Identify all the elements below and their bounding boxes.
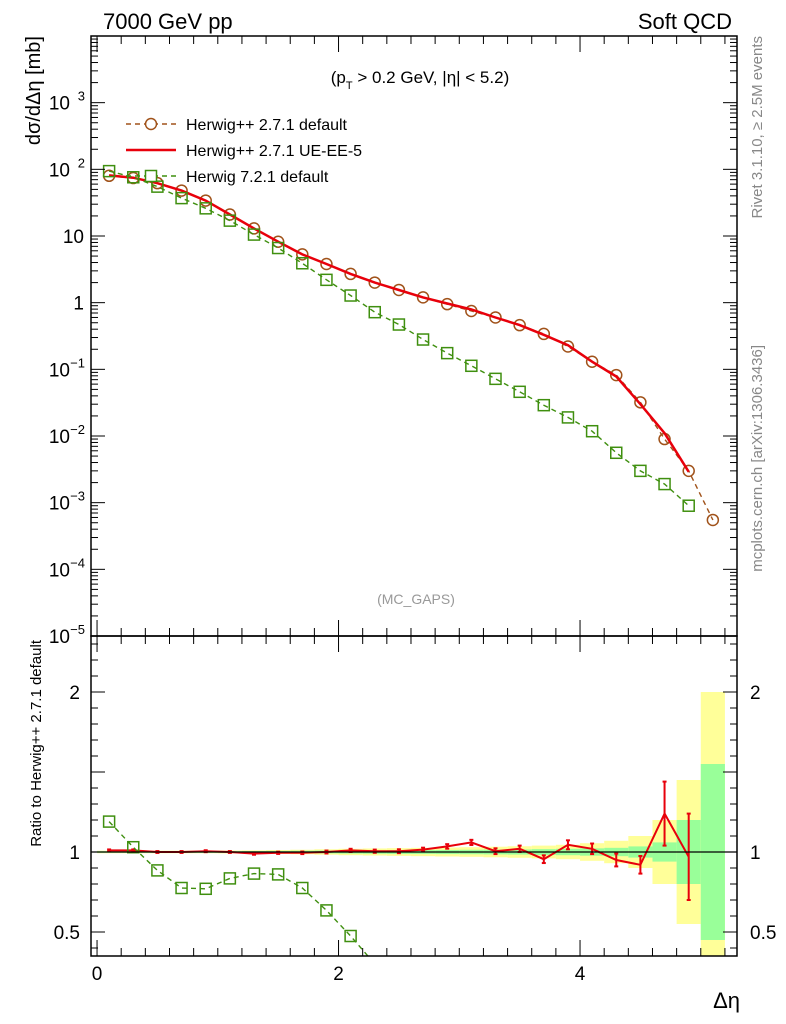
y-tick-label: 10 3 [49, 89, 85, 115]
ratio-data-point-square [223, 872, 237, 885]
watermark: (MC_GAPS) [377, 591, 455, 607]
main-title: (pT > 0.2 GeV, |η| < 5.2) [331, 68, 509, 92]
data-point-square [102, 164, 116, 178]
ratio-data-point-square [102, 815, 116, 828]
y-tick-label: 10−5 [49, 622, 85, 648]
legend-marker [144, 117, 158, 131]
data-point-square [175, 191, 188, 205]
ratio-data-point-square [199, 882, 212, 896]
ratio-y-tick-label-left: 0.5 [54, 923, 80, 944]
data-point-square [513, 385, 526, 399]
data-point-square [537, 398, 551, 412]
ratio-y-tick-label-left: 2 [69, 683, 80, 704]
y-tick-label: 10−1 [49, 355, 85, 381]
ratio-data-point-square [151, 864, 164, 877]
ratio-data-point-square [247, 867, 261, 880]
x-tick-label: 2 [333, 964, 344, 985]
data-point-square [392, 318, 406, 331]
ratio-y-tick-label-left: 1 [69, 843, 80, 864]
data-point-square [247, 228, 261, 241]
y-tick-label: 10 2 [49, 155, 85, 181]
data-point-square [223, 214, 237, 227]
data-point-circle [199, 194, 212, 207]
data-point-circle [706, 513, 720, 527]
ratio-series-line [108, 821, 369, 956]
data-point-circle [344, 267, 357, 281]
data-point-circle [271, 235, 285, 248]
legend-marker [144, 169, 158, 183]
data-point-square [465, 359, 478, 373]
legend-label: Herwig++ 2.7.1 UE-EE-5 [186, 143, 362, 160]
side-label-bottom: mcplots.cern.ch [arXiv:1306.3436] [749, 345, 766, 572]
data-point-circle [175, 184, 188, 197]
data-point-circle [561, 340, 575, 353]
data-point-square [151, 180, 164, 193]
data-point-square [585, 424, 599, 438]
ratio-y-tick-label-right: 2 [750, 683, 761, 704]
ratio-data-point-square [175, 881, 188, 895]
data-point-square [658, 477, 671, 491]
series-line [109, 175, 714, 521]
data-point-circle [585, 355, 599, 368]
ratio-data-point-square [296, 881, 309, 895]
data-point-circle [392, 283, 406, 297]
data-point-circle [634, 396, 647, 409]
data-point-square [368, 305, 382, 319]
header-right: Soft QCD [638, 9, 732, 34]
data-point-square [127, 171, 140, 184]
data-point-circle [320, 257, 333, 271]
data-point-square [561, 411, 575, 424]
ratio-data-point-square [344, 929, 357, 943]
data-point-square [416, 333, 430, 346]
legend-label: Herwig 7.2.1 default [186, 169, 329, 186]
y-tick-label: 1 [73, 294, 84, 315]
y-tick-label: 10−2 [49, 422, 85, 448]
x-tick-label: 4 [575, 964, 586, 985]
data-point-circle [513, 318, 526, 332]
ratio-y-tick-label-right: 0.5 [750, 923, 776, 944]
ratio-data-point-square [320, 904, 333, 917]
series-line [108, 174, 690, 473]
data-point-square [296, 257, 309, 270]
ratio-ylabel: Ratio to Herwig++ 2.7.1 default [28, 639, 45, 847]
legend-label: Herwig++ 2.7.1 default [186, 117, 348, 134]
data-point-circle [682, 464, 695, 478]
series-line [108, 170, 690, 507]
ratio-data-point-square [369, 959, 380, 970]
data-point-square [199, 202, 212, 215]
data-point-circle [610, 368, 623, 382]
data-point-square [682, 499, 695, 512]
ratio-y-tick-label-right: 1 [750, 843, 761, 864]
data-point-circle [416, 291, 430, 304]
data-point-square [489, 372, 502, 386]
data-point-square [271, 241, 285, 255]
x-axis-label: Δη [713, 988, 740, 1013]
ratio-frame [90, 635, 738, 957]
x-tick-label: 0 [92, 964, 103, 985]
data-point-circle [489, 311, 502, 324]
header-left: 7000 GeV pp [103, 9, 233, 34]
y-tick-label: 10−4 [49, 555, 85, 581]
y-tick-label: 10−3 [49, 489, 85, 515]
data-point-square [634, 464, 647, 478]
y-tick-label: 10 [63, 227, 84, 248]
data-point-square [440, 346, 454, 360]
data-point-square [320, 273, 333, 287]
data-point-circle [296, 248, 309, 261]
main-ylabel: dσ/dΔη [mb] [23, 36, 45, 145]
ratio-data-point-square [271, 868, 285, 881]
data-point-circle [368, 276, 382, 289]
side-label-top: Rivet 3.1.10, ≥ 2.5M events [749, 36, 766, 219]
ratio-data-point-square [127, 840, 140, 854]
data-point-square [344, 289, 357, 302]
data-point-square [610, 446, 623, 460]
